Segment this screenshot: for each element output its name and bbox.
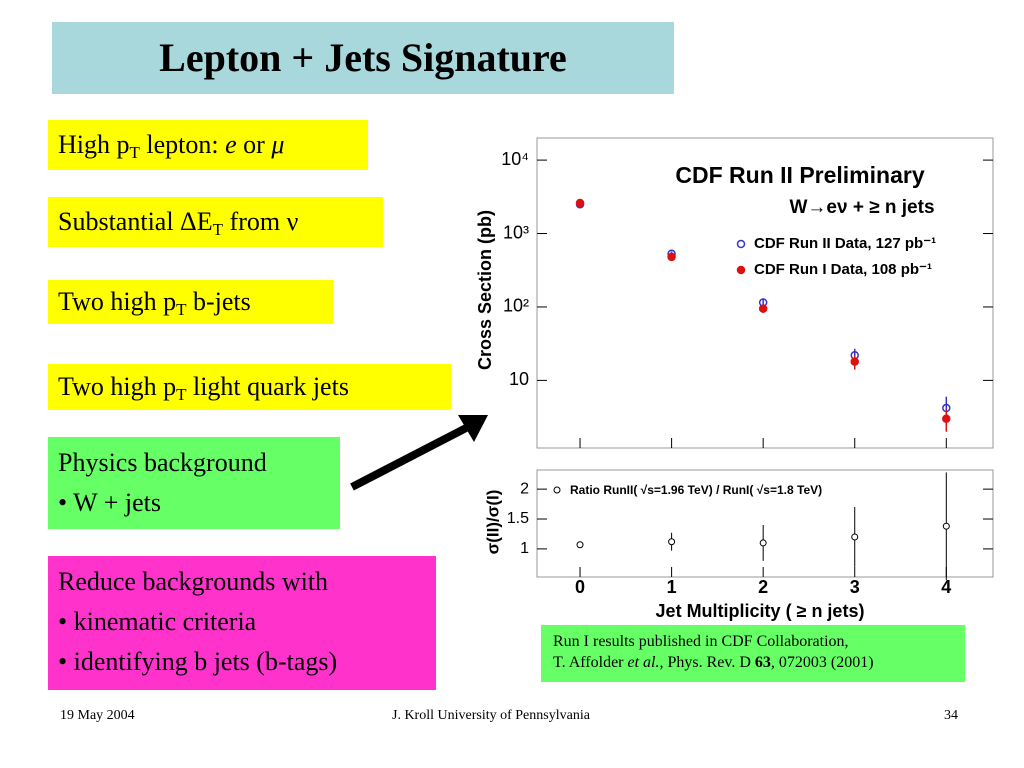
text: 63	[754, 654, 771, 671]
y-tick-label: 10⁴	[501, 149, 529, 169]
ratio-point	[668, 538, 676, 546]
x-tick-label: 3	[850, 577, 860, 597]
text: T	[129, 143, 140, 162]
plot-subtitle: W→eν + ≥ n jets	[789, 197, 934, 218]
text: Two high p	[58, 287, 177, 316]
legend-marker	[736, 239, 746, 249]
ratio-tick-label: 2	[520, 480, 529, 497]
arrow-head	[458, 415, 488, 442]
main-frame	[536, 137, 994, 449]
point	[758, 304, 768, 313]
text: T	[212, 220, 224, 239]
text: e	[225, 130, 237, 159]
y-tick-label: 10	[509, 369, 529, 389]
text: High p	[58, 130, 130, 159]
footer-date: 19 May 2004	[60, 708, 135, 723]
footer-author: J. Kroll University of Pennsylvania	[392, 708, 590, 723]
text: Two high p	[58, 372, 177, 401]
box-reduce: Reduce backgrounds with • kinematic crite…	[48, 556, 436, 690]
x-tick-label: 2	[758, 577, 768, 597]
citation: Run I results published in CDF Collabora…	[541, 625, 965, 682]
text: T. Affolder	[553, 654, 628, 671]
text: • kinematic criteria	[58, 607, 257, 636]
ratio-point	[576, 541, 584, 549]
text: Physics background	[58, 448, 267, 477]
text: • identifying b jets (b-tags)	[58, 647, 338, 676]
ratio-frame	[536, 469, 994, 578]
text: Substantial ΔE	[58, 207, 213, 236]
ratio-point	[942, 522, 950, 530]
ratio-legend: Ratio RunII( √s=1.96 TeV) / RunI( √s=1.8…	[570, 483, 822, 497]
x-label: Jet Multiplicity ( ≥ n jets)	[656, 601, 865, 621]
legend-label: CDF Run II Data, 127 pb⁻¹	[754, 235, 936, 252]
legend-marker	[736, 265, 746, 275]
text: from ν	[223, 207, 299, 236]
text: or	[236, 130, 272, 159]
text: T	[176, 385, 187, 404]
y-label: Cross Section (pb)	[475, 210, 495, 370]
box-light-jets: Two high pT light quark jets	[48, 364, 451, 410]
text: et al.,	[627, 654, 664, 671]
y-tick-label: 10²	[503, 296, 529, 316]
text: light quark jets	[186, 372, 349, 401]
box-met: Substantial ΔET from ν	[48, 197, 383, 247]
point	[575, 198, 585, 208]
ratio-tick-label: 1	[520, 540, 529, 557]
text: Phys. Rev. D	[663, 654, 755, 671]
footer-page: 34	[944, 708, 958, 723]
text: T	[176, 300, 187, 319]
text: • W + jets	[58, 488, 161, 517]
plot-title: CDF Run II Preliminary	[675, 162, 924, 188]
text: , 072003 (2001)	[770, 654, 874, 671]
text: Run I results published in CDF Collabora…	[553, 633, 849, 650]
text: lepton:	[139, 130, 226, 159]
box-bjets: Two high pT b-jets	[48, 280, 333, 324]
y-tick-label: 10³	[503, 222, 529, 242]
arrow	[350, 423, 470, 491]
legend-label: CDF Run I Data, 108 pb⁻¹	[754, 261, 932, 278]
box-lepton: High pT lepton: e or μ	[48, 120, 368, 170]
box-physics: Physics background • W + jets	[48, 437, 340, 529]
point	[942, 414, 951, 424]
text: b-jets	[186, 287, 251, 316]
text: Reduce backgrounds with	[58, 567, 329, 596]
x-tick-label: 4	[941, 577, 951, 597]
ratio-legend-marker	[553, 486, 561, 494]
point	[850, 357, 859, 366]
text: μ	[271, 130, 285, 159]
title-box: Lepton + Jets Signature	[52, 22, 674, 94]
ratio-point	[851, 533, 859, 541]
x-tick-label: 0	[575, 577, 585, 597]
ratio-label: σ(II)/σ(I)	[483, 490, 502, 555]
title: Lepton + Jets Signature	[159, 35, 567, 80]
ratio-tick-label: 1.5	[507, 510, 529, 527]
x-tick-label: 1	[667, 577, 677, 597]
ratio-point	[759, 539, 767, 547]
point	[667, 252, 676, 262]
